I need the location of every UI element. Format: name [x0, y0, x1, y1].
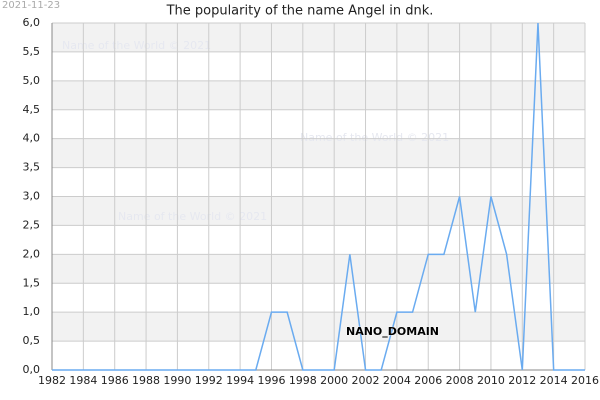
chart-title: The popularity of the name Angel in dnk.	[166, 4, 434, 19]
x-tick-label: 1984	[69, 374, 97, 387]
x-tick-label: 1998	[289, 374, 317, 387]
y-tick-label: 2,0	[23, 247, 41, 260]
y-tick-label: 1,0	[23, 305, 41, 318]
y-tick-label: 3,0	[23, 190, 41, 203]
x-tick-label: 2002	[352, 374, 380, 387]
y-tick-label: 1,5	[23, 276, 41, 289]
x-tick-label: 1982	[38, 374, 66, 387]
x-tick-label: 1986	[101, 374, 129, 387]
x-tick-label: 1994	[226, 374, 254, 387]
annotation: NANO_DOMAIN	[346, 325, 439, 338]
y-tick-label: 4,5	[23, 103, 41, 116]
line	[52, 22, 585, 371]
watermark: Name of the World © 2021	[300, 131, 449, 144]
x-tick-label: 1996	[257, 374, 285, 387]
band	[52, 312, 585, 342]
x-tick-label: 1990	[163, 374, 191, 387]
watermark: Name of the World © 2021	[118, 210, 267, 223]
band	[52, 138, 585, 168]
bands	[52, 23, 585, 342]
y-tick-label: 5,5	[23, 45, 41, 58]
watermark: Name of the World © 2021	[62, 39, 211, 52]
y-tick-label: 6,0	[23, 16, 41, 29]
x-tick-label: 2014	[540, 374, 568, 387]
y-tick-label: 0,5	[23, 334, 41, 347]
x-tick-label: 1992	[195, 374, 223, 387]
band	[52, 196, 585, 226]
date-stamp: 2021-11-23	[2, 0, 60, 11]
y-tick-label: 4,0	[23, 132, 41, 145]
band	[52, 254, 585, 284]
x-tick-label: 2016	[571, 374, 599, 387]
band	[52, 23, 585, 52]
x-tick-label: 2010	[477, 374, 505, 387]
y-tick-label: 0,0	[23, 363, 41, 376]
x-tick-label: 1988	[132, 374, 160, 387]
y-tick-label: 3,5	[23, 161, 41, 174]
y-tick-label: 5,0	[23, 74, 41, 87]
x-tick-label: 2004	[383, 374, 411, 387]
band	[52, 80, 585, 110]
y-tick-label: 2,5	[23, 218, 41, 231]
x-tick-label: 2000	[320, 374, 348, 387]
x-tick-label: 2006	[414, 374, 442, 387]
x-tick-label: 2008	[446, 374, 474, 387]
x-tick-label: 2012	[508, 374, 536, 387]
